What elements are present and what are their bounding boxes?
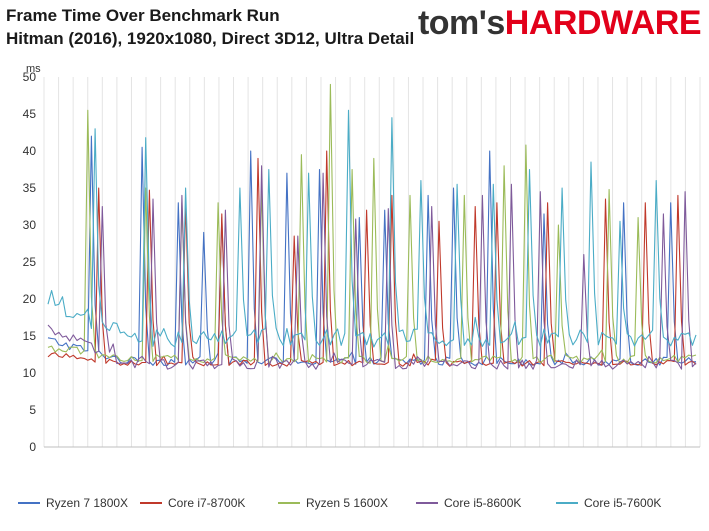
y-tick-label: 35 xyxy=(23,181,37,195)
chart-legend: Ryzen 7 1800X Core i7-8700K Ryzen 5 1600X C… xyxy=(0,496,709,516)
y-tick-label: 40 xyxy=(23,144,37,158)
legend-swatch xyxy=(278,502,300,504)
legend-label: Core i5-7600K xyxy=(584,496,662,510)
y-tick-label: 15 xyxy=(23,329,37,343)
y-tick-label: 50 xyxy=(23,70,37,84)
legend-item: Core i5-7600K xyxy=(556,496,661,510)
y-tick-label: 10 xyxy=(23,366,37,380)
toms-hardware-logo: tom'sHARDWARE xyxy=(417,4,702,43)
legend-item: Ryzen 7 1800X xyxy=(18,496,128,510)
series-line xyxy=(47,150,697,367)
legend-label: Core i5-8600K xyxy=(444,496,522,510)
legend-swatch xyxy=(556,502,578,504)
chart-subtitle: Hitman (2016), 1920x1080, Direct 3D12, U… xyxy=(6,29,415,48)
chart-title: Frame Time Over Benchmark Run xyxy=(6,6,280,25)
y-tick-label: 45 xyxy=(23,107,37,121)
legend-item: Core i7-8700K xyxy=(140,496,245,510)
legend-item: Ryzen 5 1600X xyxy=(278,496,388,510)
legend-label: Ryzen 5 1600X xyxy=(306,496,389,510)
series-line xyxy=(47,109,697,348)
logo-part-toms: tom's xyxy=(417,4,505,42)
series-line xyxy=(47,165,697,370)
logo-part-hardware: HARDWARE xyxy=(504,4,702,42)
legend-swatch xyxy=(18,502,40,504)
legend-swatch xyxy=(140,502,162,504)
y-tick-label: 0 xyxy=(29,440,36,454)
legend-swatch xyxy=(416,502,438,504)
series-lines xyxy=(47,83,697,370)
legend-item: Core i5-8600K xyxy=(416,496,521,510)
y-axis-ticks: 0 5 10 15 20 25 30 35 40 45 50 xyxy=(23,70,37,454)
y-tick-label: 20 xyxy=(23,292,37,306)
y-axis-label: ms xyxy=(26,63,41,75)
legend-label: Core i7-8700K xyxy=(168,496,246,510)
y-tick-label: 25 xyxy=(23,255,37,269)
series-line xyxy=(47,83,697,364)
legend-label: Ryzen 7 1800X xyxy=(46,496,129,510)
y-tick-label: 30 xyxy=(23,218,37,232)
y-tick-label: 5 xyxy=(29,403,36,417)
